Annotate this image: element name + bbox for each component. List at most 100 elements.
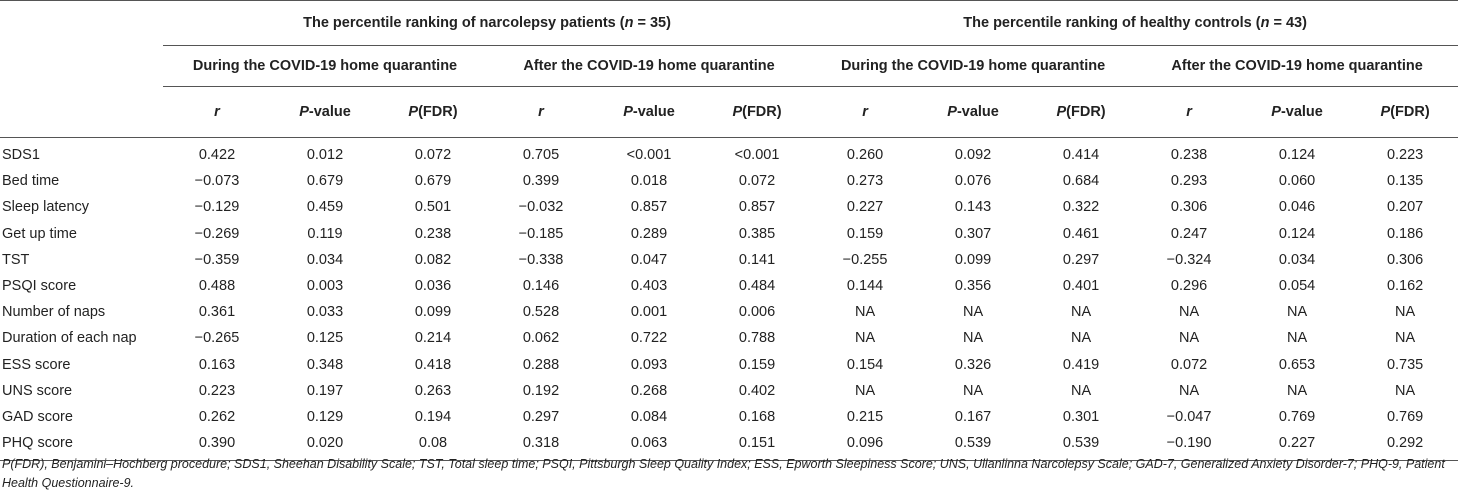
results-table: The percentile ranking of narcolepsy pat… — [0, 0, 1458, 462]
table-cell: 0.192 — [522, 382, 560, 399]
table-row: Number of naps 0.361 0.033 0.099 0.528 0.001 0… — [0, 299, 1458, 325]
table-cell: 0.297 — [522, 408, 560, 425]
stat-header-r: r — [163, 86, 271, 138]
table-cell: 0.020 — [271, 430, 379, 462]
table-cell: 0.141 — [738, 251, 776, 268]
table-cell: 0.012 — [306, 147, 344, 164]
table-cell: 0.326 — [954, 356, 992, 373]
table-cell: 0.214 — [414, 330, 452, 347]
table-cell: −0.338 — [518, 251, 564, 268]
table-cell: 0.159 — [738, 356, 776, 373]
table-cell: −0.255 — [842, 251, 888, 268]
row-label: GAD score — [2, 408, 73, 425]
table-cell: 0.124 — [1278, 147, 1316, 164]
table-cell: 0.679 — [414, 173, 452, 190]
table-cell: −0.359 — [194, 251, 240, 268]
table-cell: 0.293 — [1170, 173, 1208, 190]
table-cell: 0.722 — [630, 330, 668, 347]
table-cell: NA — [1178, 330, 1200, 347]
table-cell: −0.324 — [1166, 251, 1212, 268]
table-row: TST −0.359 0.034 0.082 −0.338 0.047 0.141 −0.25… — [0, 247, 1458, 273]
table-cell: 0.084 — [630, 408, 668, 425]
table-cell: 0.119 — [307, 225, 343, 242]
table-cell: 0.099 — [954, 251, 992, 268]
table-cell: 0.399 — [522, 173, 560, 190]
table-cell: 0.401 — [1062, 278, 1100, 295]
table-cell: 0.539 — [919, 430, 1028, 462]
table-cell: −0.265 — [194, 330, 240, 347]
stat-header-p-fdr: P(FDR) — [1351, 86, 1458, 138]
table-cell: 0.018 — [630, 173, 668, 190]
table-cell: 0.033 — [306, 304, 344, 321]
stat-header-r: r — [811, 86, 920, 138]
row-label: Number of naps — [2, 304, 106, 321]
table-cell: 0.124 — [1278, 225, 1316, 242]
table-cell: 0.296 — [1170, 278, 1208, 295]
table-row: Duration of each nap −0.265 0.125 0.214 0.06… — [0, 325, 1458, 351]
table-cell: 0.307 — [954, 225, 992, 242]
table-row: PHQ score 0.390 0.020 0.08 0.318 0.063 0.151 0.… — [0, 430, 1458, 462]
table-cell: 0.414 — [1062, 147, 1100, 164]
table-cell: 0.769 — [1278, 408, 1316, 425]
table-cell: 0.356 — [954, 278, 992, 295]
table-cell: 0.348 — [306, 356, 344, 373]
table-cell: 0.292 — [1351, 430, 1458, 462]
table-cell: 0.788 — [738, 330, 776, 347]
table-cell: 0.238 — [414, 225, 452, 242]
table-cell: 0.163 — [198, 356, 236, 373]
table-cell: −0.190 — [1135, 430, 1244, 462]
table-cell: 0.857 — [630, 199, 668, 216]
table-cell: 0.129 — [306, 408, 344, 425]
row-label: PSQI score — [2, 278, 77, 295]
table-cell: 0.238 — [1170, 147, 1208, 164]
table-footnote: P(FDR), Benjamini–Hochberg procedure; SD… — [2, 457, 1445, 490]
table-cell: 0.461 — [1062, 225, 1100, 242]
table-cell: 0.227 — [846, 199, 884, 216]
table-cell: NA — [1395, 330, 1416, 347]
table-cell: 0.306 — [1170, 199, 1208, 216]
table-cell: 0.301 — [1062, 408, 1100, 425]
table-cell: NA — [962, 330, 984, 347]
table-cell: 0.063 — [595, 430, 703, 462]
table-cell: 0.488 — [198, 278, 236, 295]
table-cell: 0.223 — [198, 382, 236, 399]
table-cell: NA — [854, 382, 876, 399]
table-cell: 0.223 — [1386, 147, 1424, 164]
table-cell: 0.207 — [1386, 199, 1424, 216]
table-cell: 0.528 — [522, 304, 560, 321]
table-cell: 0.403 — [630, 278, 668, 295]
corner-cell — [0, 46, 163, 87]
table-cell: −0.185 — [518, 225, 564, 242]
table-cell: 0.034 — [1278, 251, 1316, 268]
table-cell: 0.135 — [1386, 173, 1424, 190]
table-cell: <0.001 — [626, 147, 672, 164]
table-cell: 0.227 — [1243, 430, 1352, 462]
table-cell: 0.262 — [198, 408, 236, 425]
stat-header-p-value: P-value — [595, 86, 703, 138]
table-cell: NA — [1395, 304, 1416, 321]
table-cell: 0.653 — [1278, 356, 1316, 373]
table-cell: 0.125 — [306, 330, 344, 347]
table-cell: NA — [854, 304, 876, 321]
table-cell: −0.269 — [194, 225, 240, 242]
table-cell: 0.076 — [954, 173, 992, 190]
table-cell: 0.361 — [198, 304, 236, 321]
table-cell: 0.151 — [703, 430, 812, 462]
table-cell: 0.093 — [630, 356, 668, 373]
table-row: Bed time −0.073 0.679 0.679 0.399 0.018 0.072 0… — [0, 168, 1458, 194]
table-cell: 0.099 — [414, 304, 452, 321]
table-body: SDS1 0.422 0.012 0.072 0.705 <0.001 <0.001 0.26… — [0, 138, 1458, 462]
group-header-narcolepsy: The percentile ranking of narcolepsy pat… — [163, 0, 812, 46]
table-cell: NA — [1286, 330, 1308, 347]
table-cell: 0.197 — [306, 382, 344, 399]
row-label: Sleep latency — [2, 199, 90, 216]
table-cell: 0.419 — [1062, 356, 1100, 373]
table-cell: 0.679 — [306, 173, 344, 190]
table-cell: 0.001 — [630, 304, 668, 321]
table-cell: NA — [1178, 304, 1200, 321]
table-cell: 0.684 — [1062, 173, 1100, 190]
table-cell: 0.459 — [306, 199, 344, 216]
table-cell: NA — [962, 304, 984, 321]
stat-header-row: r P-value P(FDR) r P-value P(FDR) r P-value P(FD… — [0, 86, 1458, 138]
row-label: Duration of each nap — [2, 330, 137, 347]
